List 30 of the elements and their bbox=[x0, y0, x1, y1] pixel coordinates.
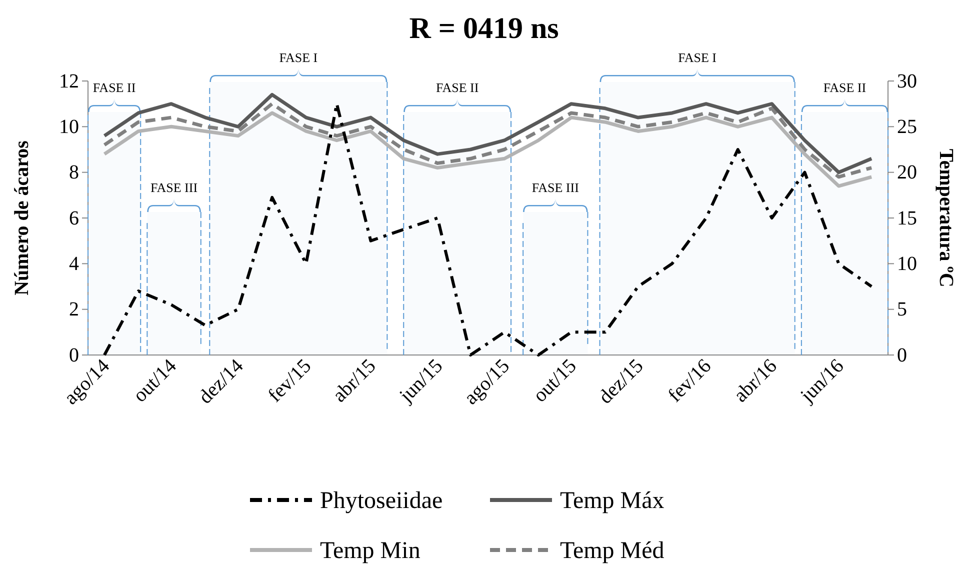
y-axis-title: Número de ácaros bbox=[11, 140, 33, 296]
legend-label: Temp Máx bbox=[560, 488, 664, 514]
line-series bbox=[102, 92, 874, 174]
band-label: FASE II bbox=[92, 80, 136, 95]
y2-tick-label: 30 bbox=[897, 70, 917, 92]
legend-label: Phytoseiidae bbox=[320, 488, 443, 514]
y2-tick-label: 5 bbox=[897, 298, 907, 321]
y-tick-label: 6 bbox=[69, 207, 79, 230]
legend-label: Temp Min bbox=[320, 538, 420, 564]
band-label: FASE I bbox=[678, 50, 717, 65]
y-tick-label: 2 bbox=[69, 298, 79, 321]
y-tick-label: 12 bbox=[59, 70, 79, 92]
y2-axis-title: Temperatura ºC bbox=[935, 148, 957, 288]
band-label: FASE II bbox=[823, 80, 866, 95]
line-series bbox=[102, 102, 874, 356]
band-label: FASE I bbox=[279, 50, 318, 65]
band-label: FASE III bbox=[150, 180, 198, 195]
y-tick-label: 10 bbox=[59, 116, 79, 138]
y-tick-label: 8 bbox=[69, 162, 79, 184]
chart-title: R = 0419 ns bbox=[409, 12, 559, 45]
band-label: FASE II bbox=[436, 80, 479, 95]
y2-tick-label: 10 bbox=[897, 253, 917, 276]
y-tick-label: 4 bbox=[69, 253, 79, 276]
y2-tick-label: 20 bbox=[897, 162, 917, 184]
y2-tick-label: 0 bbox=[897, 344, 907, 366]
band-label: FASE III bbox=[532, 180, 579, 195]
y2-tick-label: 15 bbox=[897, 207, 917, 230]
y2-tick-label: 25 bbox=[897, 116, 917, 138]
line-series bbox=[102, 102, 874, 179]
legend-label: Temp Méd bbox=[560, 538, 664, 564]
